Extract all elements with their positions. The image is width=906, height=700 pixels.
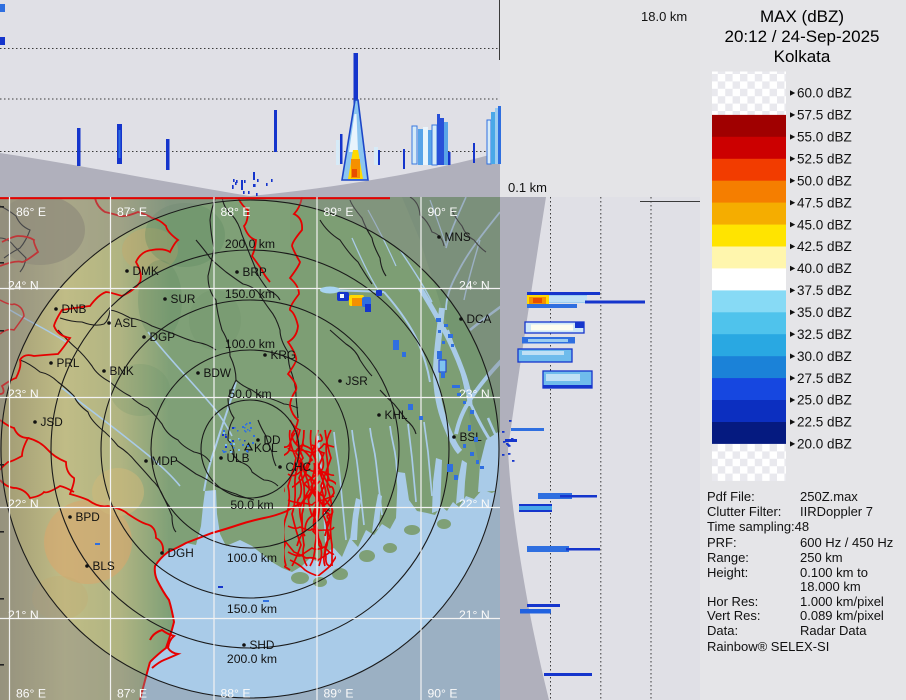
svg-text:0.100 km to: 0.100 km to bbox=[800, 565, 868, 580]
svg-text:23° N: 23° N bbox=[459, 387, 490, 401]
svg-text:87° E: 87° E bbox=[117, 687, 147, 700]
svg-text:89° E: 89° E bbox=[324, 205, 354, 219]
svg-text:50.0 km: 50.0 km bbox=[230, 498, 273, 512]
svg-text:SHD: SHD bbox=[250, 638, 275, 652]
svg-text:20.0 dBZ: 20.0 dBZ bbox=[797, 437, 852, 452]
svg-text:88° E: 88° E bbox=[221, 687, 251, 700]
svg-text:Kolkata: Kolkata bbox=[774, 47, 831, 66]
svg-text:90° E: 90° E bbox=[428, 205, 458, 219]
svg-text:24° N: 24° N bbox=[8, 279, 39, 293]
svg-text:ULB: ULB bbox=[227, 451, 250, 465]
svg-text:24° N: 24° N bbox=[459, 279, 490, 293]
svg-text:23° N: 23° N bbox=[8, 387, 39, 401]
svg-text:Radar Data: Radar Data bbox=[800, 623, 867, 638]
svg-text:22.5 dBZ: 22.5 dBZ bbox=[797, 415, 852, 430]
svg-text:Hor Res:: Hor Res: bbox=[707, 594, 758, 609]
svg-text:JSR: JSR bbox=[346, 374, 368, 388]
svg-text:50.0 km: 50.0 km bbox=[228, 387, 271, 401]
svg-text:BDW: BDW bbox=[204, 366, 232, 380]
svg-text:BNK: BNK bbox=[110, 364, 134, 378]
svg-text:DGP: DGP bbox=[150, 330, 176, 344]
svg-text:CHC: CHC bbox=[286, 460, 312, 474]
svg-text:Data:: Data: bbox=[707, 623, 738, 638]
svg-text:Rainbow® SELEX-SI: Rainbow® SELEX-SI bbox=[707, 639, 829, 654]
svg-text:87° E: 87° E bbox=[117, 205, 147, 219]
svg-text:Height:: Height: bbox=[707, 565, 748, 580]
svg-text:89° E: 89° E bbox=[324, 687, 354, 700]
svg-text:DD: DD bbox=[264, 433, 281, 447]
svg-text:KRG: KRG bbox=[271, 348, 297, 362]
svg-text:JSD: JSD bbox=[41, 415, 63, 429]
svg-text:150.0 km: 150.0 km bbox=[225, 287, 275, 301]
svg-text:Clutter Filter:: Clutter Filter: bbox=[707, 504, 781, 519]
svg-text:21° N: 21° N bbox=[8, 608, 39, 622]
svg-text:MDP: MDP bbox=[152, 454, 178, 468]
svg-text:45.0 dBZ: 45.0 dBZ bbox=[797, 217, 852, 232]
svg-text:27.5 dBZ: 27.5 dBZ bbox=[797, 371, 852, 386]
svg-text:86° E: 86° E bbox=[16, 205, 46, 219]
svg-text:0.089 km/pixel: 0.089 km/pixel bbox=[800, 608, 884, 623]
svg-text:32.5 dBZ: 32.5 dBZ bbox=[797, 327, 852, 342]
svg-text:57.5 dBZ: 57.5 dBZ bbox=[797, 108, 852, 123]
svg-text:200.0 km: 200.0 km bbox=[225, 237, 275, 251]
svg-text:35.0 dBZ: 35.0 dBZ bbox=[797, 305, 852, 320]
svg-text:55.0 dBZ: 55.0 dBZ bbox=[797, 130, 852, 145]
svg-text:Time sampling:48: Time sampling:48 bbox=[707, 519, 809, 534]
svg-text:DNB: DNB bbox=[62, 302, 87, 316]
svg-text:20:12 / 24-Sep-2025: 20:12 / 24-Sep-2025 bbox=[724, 27, 879, 46]
svg-text:21° N: 21° N bbox=[459, 608, 490, 622]
svg-text:22° N: 22° N bbox=[8, 497, 39, 511]
svg-text:100.0 km: 100.0 km bbox=[225, 337, 275, 351]
svg-text:18.0 km: 18.0 km bbox=[641, 9, 687, 24]
svg-text:60.0 dBZ: 60.0 dBZ bbox=[797, 86, 852, 101]
svg-text:BPD: BPD bbox=[76, 510, 100, 524]
svg-text:KOL: KOL bbox=[254, 441, 278, 455]
svg-text:22° N: 22° N bbox=[459, 497, 490, 511]
svg-text:DCA: DCA bbox=[467, 312, 492, 326]
svg-text:250Z.max: 250Z.max bbox=[800, 489, 858, 504]
svg-text:88° E: 88° E bbox=[221, 205, 251, 219]
svg-text:BSL: BSL bbox=[460, 430, 483, 444]
svg-text:47.5 dBZ: 47.5 dBZ bbox=[797, 195, 852, 210]
svg-text:BRP: BRP bbox=[243, 265, 267, 279]
svg-text:40.0 dBZ: 40.0 dBZ bbox=[797, 261, 852, 276]
svg-text:KHL: KHL bbox=[385, 408, 408, 422]
svg-text:52.5 dBZ: 52.5 dBZ bbox=[797, 152, 852, 167]
svg-text:150.0 km: 150.0 km bbox=[227, 602, 277, 616]
svg-text:0.1 km: 0.1 km bbox=[508, 180, 547, 195]
svg-text:250 km: 250 km bbox=[800, 550, 843, 565]
svg-text:ASL: ASL bbox=[115, 316, 138, 330]
svg-text:25.0 dBZ: 25.0 dBZ bbox=[797, 393, 852, 408]
svg-text:BLS: BLS bbox=[93, 559, 115, 573]
svg-text:18.000 km: 18.000 km bbox=[800, 579, 861, 594]
svg-text:30.0 dBZ: 30.0 dBZ bbox=[797, 349, 852, 364]
svg-text:600 Hz / 450 Hz: 600 Hz / 450 Hz bbox=[800, 535, 893, 550]
svg-text:Pdf File:: Pdf File: bbox=[707, 489, 755, 504]
svg-text:DGH: DGH bbox=[168, 546, 194, 560]
svg-text:50.0 dBZ: 50.0 dBZ bbox=[797, 173, 852, 188]
svg-text:Range:: Range: bbox=[707, 550, 749, 565]
svg-text:DMK: DMK bbox=[133, 264, 159, 278]
svg-text:MAX (dBZ): MAX (dBZ) bbox=[760, 7, 844, 26]
svg-text:IIRDoppler 7: IIRDoppler 7 bbox=[800, 504, 873, 519]
svg-text:SUR: SUR bbox=[171, 292, 196, 306]
svg-text:PRL: PRL bbox=[57, 356, 80, 370]
svg-text:100.0 km: 100.0 km bbox=[227, 551, 277, 565]
svg-text:PRF:: PRF: bbox=[707, 535, 737, 550]
svg-text:42.5 dBZ: 42.5 dBZ bbox=[797, 239, 852, 254]
svg-text:200.0 km: 200.0 km bbox=[227, 652, 277, 666]
svg-text:90° E: 90° E bbox=[428, 687, 458, 700]
svg-text:MNS: MNS bbox=[445, 230, 471, 244]
svg-text:37.5 dBZ: 37.5 dBZ bbox=[797, 283, 852, 298]
svg-text:86° E: 86° E bbox=[16, 687, 46, 700]
svg-text:1.000 km/pixel: 1.000 km/pixel bbox=[800, 594, 884, 609]
svg-text:Vert Res:: Vert Res: bbox=[707, 608, 760, 623]
